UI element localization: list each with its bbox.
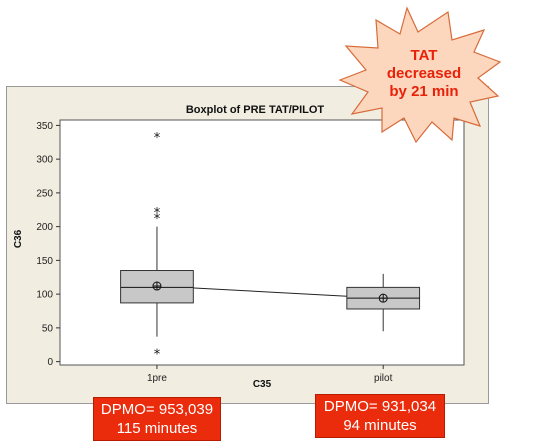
y-tick-label: 150 bbox=[36, 256, 53, 267]
y-tick-label: 50 bbox=[42, 323, 54, 334]
y-tick-label: 0 bbox=[47, 357, 53, 368]
callout-pre-minutes: 115 minutes bbox=[116, 420, 198, 437]
x-axis-label: C35 bbox=[253, 379, 272, 390]
callout-pre-dpmo: DPMO= 953,039 bbox=[100, 401, 214, 418]
outlier-point: * bbox=[154, 212, 161, 227]
y-tick-label: 200 bbox=[36, 222, 53, 233]
starburst-line-2: decreased bbox=[387, 65, 461, 82]
y-axis-label: C36 bbox=[13, 229, 24, 248]
x-tick-label: 1pre bbox=[147, 373, 167, 384]
callout-pilot-minutes: 94 minutes bbox=[343, 417, 417, 434]
boxes-group: **** bbox=[120, 131, 421, 363]
callout-pre: DPMO= 953,039 115 minutes bbox=[93, 397, 221, 441]
mean-connect-line bbox=[156, 285, 384, 299]
chart-title: Boxplot of PRE TAT/PILOT bbox=[186, 104, 325, 116]
outlier-point: * bbox=[154, 348, 161, 363]
starburst-line-3: by 21 min bbox=[389, 83, 458, 100]
y-tick-label: 250 bbox=[36, 188, 53, 199]
callout-pilot-dpmo: DPMO= 931,034 bbox=[323, 398, 437, 415]
boxplot-chart: Boxplot of PRE TAT/PILOT C36 C35 0 50 100 1… bbox=[13, 104, 465, 390]
y-tick-label: 350 bbox=[36, 121, 53, 132]
starburst-line-1: TAT bbox=[411, 47, 438, 64]
y-tick-label: 100 bbox=[36, 290, 53, 301]
x-tick-label: pilot bbox=[374, 373, 393, 384]
starburst-shape bbox=[338, 6, 502, 144]
outlier-point: * bbox=[154, 131, 161, 146]
callout-pilot: DPMO= 931,034 94 minutes bbox=[315, 394, 445, 438]
outlier-point: * bbox=[154, 206, 161, 221]
y-axis: 0 50 100 150 200 250 300 350 bbox=[36, 121, 60, 368]
x-axis: 1pre pilot bbox=[147, 365, 393, 384]
plot-area bbox=[59, 119, 465, 366]
y-tick-label: 300 bbox=[36, 155, 53, 166]
chart-panel: Boxplot of PRE TAT/PILOT C36 C35 0 50 100 1… bbox=[6, 86, 489, 404]
